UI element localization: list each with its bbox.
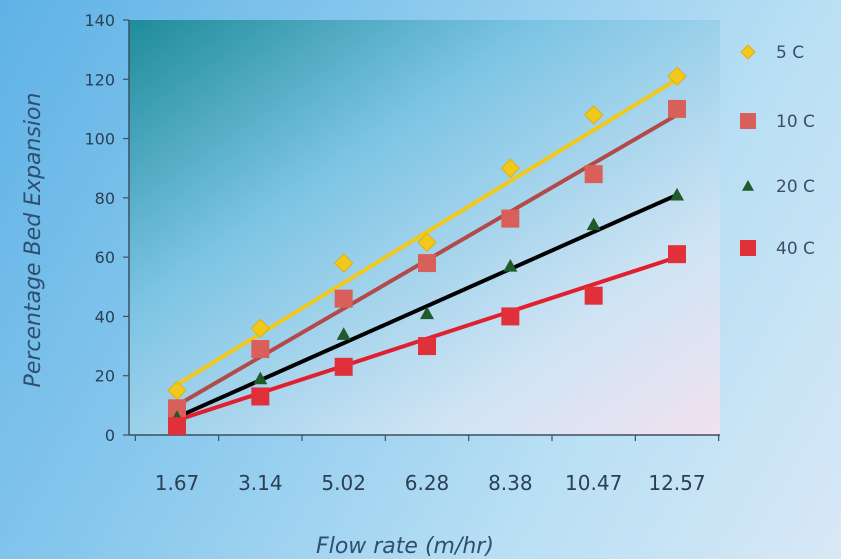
axes	[123, 19, 720, 441]
data-point	[668, 245, 686, 264]
data-point	[334, 289, 353, 308]
data-point	[584, 165, 603, 184]
data-point	[740, 113, 756, 129]
x-tick-labels: 1.67 3.14 5.02 6.28 8.38 10.47 12.57	[155, 471, 706, 495]
data-point	[503, 259, 518, 272]
x-tick-label: 1.67	[155, 471, 200, 495]
x-tick-label: 5.02	[321, 471, 366, 495]
data-point	[336, 327, 351, 340]
data-point	[501, 209, 520, 228]
data-point	[251, 340, 270, 359]
data-point	[500, 158, 521, 178]
data-point	[501, 307, 520, 326]
x-axis-label: Flow rate (m/hr)	[316, 534, 494, 559]
data-point	[740, 44, 756, 60]
y-tick-label: 100	[84, 130, 115, 149]
y-tick-label: 140	[84, 11, 115, 30]
x-tick-label: 12.57	[648, 471, 705, 495]
data-point	[670, 187, 684, 201]
data-point	[668, 99, 686, 118]
data-point	[334, 357, 353, 376]
plot-area	[129, 20, 720, 435]
data-point	[168, 399, 186, 418]
y-tick-label: 80	[95, 189, 115, 208]
y-axis-label: Percentage Bed Expansion	[21, 93, 46, 388]
legend: 5 C 10 C 20 C 40 C	[740, 43, 815, 259]
x-tick-label: 3.14	[238, 471, 283, 495]
legend-label: 40 C	[776, 239, 815, 259]
y-tick-label: 0	[105, 426, 115, 445]
data-point	[417, 232, 437, 253]
x-tick-label: 8.38	[488, 471, 533, 495]
data-point	[253, 371, 268, 385]
data-point	[333, 253, 354, 273]
y-tick-labels: 0 20 40 60 80 100 120 140	[84, 11, 115, 445]
y-tick-label: 20	[95, 367, 115, 386]
legend-label: 5 C	[776, 43, 804, 63]
data-point	[583, 105, 604, 125]
data-point	[586, 217, 601, 231]
data-point	[168, 417, 186, 436]
data-point	[420, 306, 434, 320]
y-tick-label: 60	[95, 248, 115, 267]
legend-label: 10 C	[776, 112, 815, 132]
data-point	[418, 337, 436, 356]
data-point	[667, 66, 687, 87]
data-markers	[167, 66, 687, 436]
data-point	[418, 254, 436, 273]
data-point	[251, 387, 270, 406]
data-point	[584, 286, 603, 305]
x-tick-label: 6.28	[405, 471, 450, 495]
data-point	[250, 318, 271, 338]
legend-label: 20 C	[776, 177, 815, 197]
data-point	[740, 240, 756, 256]
data-point	[742, 180, 754, 191]
y-tick-label: 120	[84, 70, 115, 89]
y-tick-label: 40	[95, 307, 115, 326]
x-tick-label: 10.47	[565, 471, 622, 495]
